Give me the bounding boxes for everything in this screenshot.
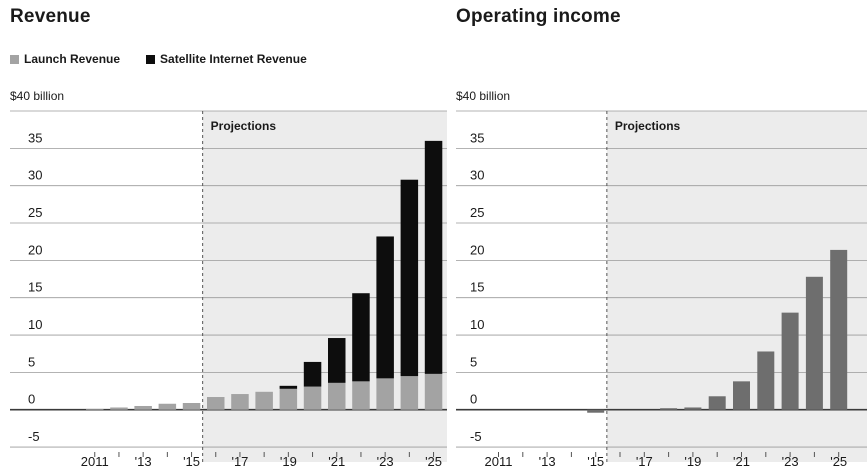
y-tick-label: 35 xyxy=(470,130,484,145)
x-tick-label: '25 xyxy=(830,454,847,469)
y-tick-label: 15 xyxy=(470,280,484,295)
bar-satellite-revenue xyxy=(376,236,394,378)
bar-launch-revenue xyxy=(255,392,273,410)
bar-operating-income xyxy=(733,381,750,409)
bar-launch-revenue xyxy=(134,406,152,410)
revenue-chart: $40 billion 35 30 25 20 15 10 5 0 -5 Projections 20… xyxy=(10,89,447,469)
operating-income-chart: $40 billion 35 30 25 20 15 10 5 0 -5 Projections 20… xyxy=(456,89,867,469)
bar-launch-revenue xyxy=(207,397,225,410)
projection-label: Projections xyxy=(615,119,681,133)
x-tick-label: '21 xyxy=(733,454,750,469)
bar-launch-revenue xyxy=(425,374,443,410)
bar-operating-income xyxy=(782,313,799,410)
y-axis-unit-label: $40 billion xyxy=(10,89,64,103)
x-tick-label: '25 xyxy=(425,454,442,469)
y-tick-label: -5 xyxy=(28,429,40,444)
bar-operating-income xyxy=(684,407,701,409)
bar-operating-income xyxy=(806,277,823,410)
y-tick-label: 0 xyxy=(28,392,35,407)
bar-launch-revenue xyxy=(159,404,177,410)
bar-satellite-revenue xyxy=(352,293,370,381)
y-tick-label: 30 xyxy=(470,168,484,183)
bar-satellite-revenue xyxy=(280,386,298,389)
x-tick-label: '21 xyxy=(328,454,345,469)
y-tick-label: 35 xyxy=(28,130,42,145)
x-tick-label: '15 xyxy=(183,454,200,469)
x-tick-label: 2011 xyxy=(485,454,513,469)
y-tick-label: 30 xyxy=(28,168,42,183)
y-tick-label: 10 xyxy=(470,317,484,332)
bar-launch-revenue xyxy=(352,381,370,409)
x-tick-label: '23 xyxy=(782,454,799,469)
x-tick-label: '13 xyxy=(135,454,152,469)
bar-launch-revenue xyxy=(110,407,128,409)
bar-satellite-revenue xyxy=(328,338,346,383)
bar-launch-revenue xyxy=(183,403,201,410)
bar-launch-revenue xyxy=(328,383,346,410)
bar-operating-income xyxy=(830,250,847,410)
projection-label: Projections xyxy=(211,119,277,133)
bar-operating-income xyxy=(660,408,677,409)
y-tick-label: 5 xyxy=(28,354,35,369)
bar-operating-income xyxy=(757,351,774,409)
bar-satellite-revenue xyxy=(304,362,322,387)
bar-satellite-revenue xyxy=(425,141,443,374)
y-tick-label: 20 xyxy=(470,242,484,257)
bar-launch-revenue xyxy=(304,387,322,410)
x-tick-label: '19 xyxy=(684,454,701,469)
bar-launch-revenue xyxy=(376,378,394,409)
y-tick-label: 25 xyxy=(28,205,42,220)
x-tick-label: '13 xyxy=(539,454,556,469)
y-tick-label: -5 xyxy=(470,429,482,444)
x-tick-label: '15 xyxy=(587,454,604,469)
y-tick-label: 5 xyxy=(470,354,477,369)
x-tick-label: '17 xyxy=(636,454,653,469)
bar-launch-revenue xyxy=(86,409,104,410)
y-axis-unit-label: $40 billion xyxy=(456,89,510,103)
y-tick-label: 20 xyxy=(28,242,42,257)
bar-launch-revenue xyxy=(231,394,249,410)
bar-satellite-revenue xyxy=(401,180,419,376)
bar-operating-income xyxy=(587,410,604,413)
x-tick-label: '17 xyxy=(231,454,248,469)
x-tick-label: '23 xyxy=(377,454,394,469)
bar-operating-income xyxy=(709,396,726,409)
y-tick-label: 10 xyxy=(28,317,42,332)
y-tick-label: 25 xyxy=(470,205,484,220)
y-tick-label: 0 xyxy=(470,392,477,407)
x-tick-label: '19 xyxy=(280,454,297,469)
y-tick-label: 15 xyxy=(28,280,42,295)
x-tick-label: 2011 xyxy=(81,454,109,469)
bar-launch-revenue xyxy=(280,389,298,410)
bar-launch-revenue xyxy=(401,376,419,410)
